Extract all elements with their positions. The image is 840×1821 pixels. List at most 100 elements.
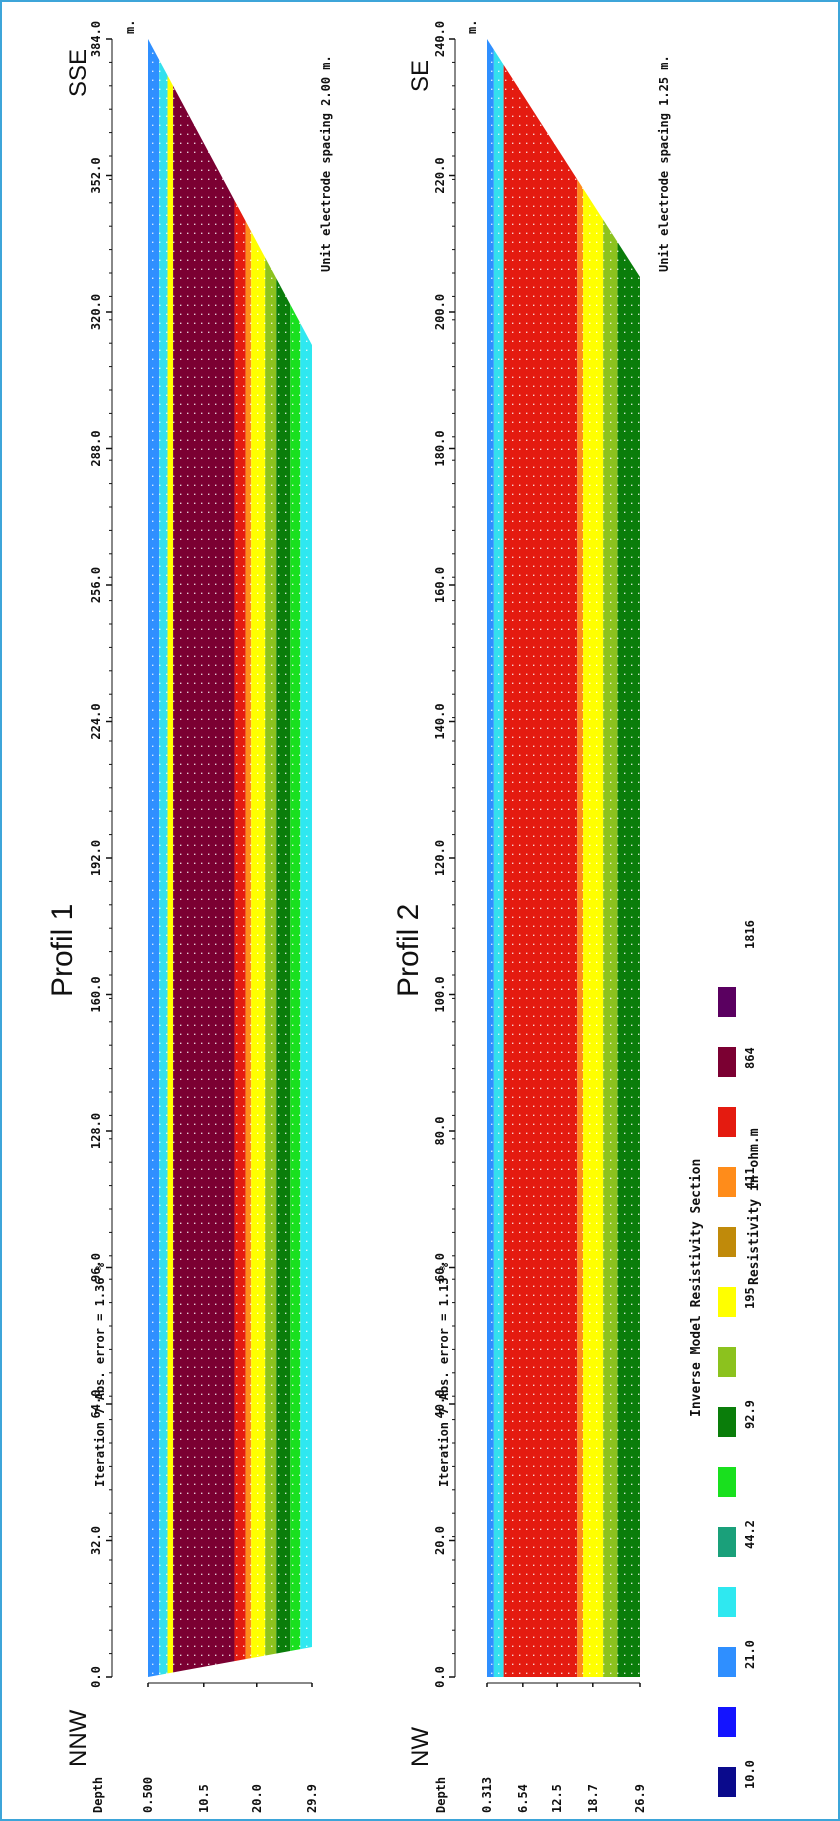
profile-1-x-tick-label: 96.0 [89, 1253, 103, 1282]
profile-2-x-tick-label: 140.0 [433, 703, 447, 739]
profile-2-resistivity-band [487, 39, 494, 1677]
profile-1-x-tick-label: 160.0 [89, 976, 103, 1012]
legend-value-label: 864 [743, 1047, 757, 1069]
profile-1-x-tick-label: 256.0 [89, 567, 103, 603]
profile-2-unit: m. [465, 20, 479, 34]
legend-swatch [718, 1467, 736, 1497]
legend-value-label: 411 [743, 1167, 757, 1189]
profile-1-depth-ticks: 0.500 10.5 20.0 29.9 [141, 1682, 319, 1813]
legend-swatch [718, 1287, 736, 1317]
legend-value-label: 10.0 [743, 1760, 757, 1789]
legend-unit-label: Resistivity in ohm.m [747, 1128, 762, 1285]
legend-swatch [718, 987, 736, 1017]
profile-1-resistivity-band [290, 39, 301, 1677]
profile-1-left-direction: NNW [65, 1709, 92, 1767]
profile-1-depth-label: Depth [91, 1777, 105, 1813]
profile-1-resistivity-band [159, 39, 168, 1677]
profile-1-iteration: Iteration 7 Abs. error = 1.36 % [93, 1262, 107, 1487]
color-legend: Inverse Model Resistivity Section Resist… [689, 920, 762, 1797]
profile-2-section [487, 39, 644, 1677]
profile-2-x-tick-label: 180.0 [433, 430, 447, 466]
legend-swatch [718, 1047, 736, 1077]
legend-value-label: 195 [743, 1287, 757, 1309]
profile-2-resistivity-band [617, 39, 640, 1677]
profile-2-resistivity-band [643, 39, 644, 1677]
profile-2-depth-tick-label: 12.5 [550, 1784, 564, 1813]
profile-2-depth-tick-label: 0.313 [480, 1777, 494, 1813]
profile-1: Profil 1 NNW SSE Iteration 7 Abs. error … [46, 20, 333, 1813]
profile-2-x-tick-label: 200.0 [433, 294, 447, 330]
legend-swatch [718, 1347, 736, 1377]
profile-2-depth-tick-label: 26.9 [633, 1784, 647, 1813]
profile-1-right-direction: SSE [65, 49, 92, 97]
profile-1-section [148, 39, 312, 1677]
profile-2-iteration: Iteration 7 Abs. error = 1.13 % [437, 1262, 451, 1487]
profile-2-x-tick-label: 60.0 [433, 1253, 447, 1282]
profile-1-x-tick-label: 0.0 [89, 1666, 103, 1688]
legend-swatch [718, 1587, 736, 1617]
profile-2-x-tick-label: 80.0 [433, 1117, 447, 1146]
profile-1-x-tick-label: 288.0 [89, 430, 103, 466]
profile-1-depth-tick-label: 0.500 [141, 1777, 155, 1813]
profile-2-depth-tick-label: 6.54 [516, 1784, 530, 1813]
profile-2-right-direction: SE [407, 60, 434, 92]
legend-swatch [718, 1527, 736, 1557]
profile-2-title: Profil 2 [392, 904, 425, 997]
legend-swatch [718, 1647, 736, 1677]
profile-2-resistivity-band [577, 39, 584, 1677]
profile-2-depth-label: Depth [434, 1777, 448, 1813]
profile-1-resistivity-band [148, 39, 160, 1677]
profile-2-resistivity-band [503, 39, 578, 1677]
profile-1-x-tick-label: 32.0 [89, 1526, 103, 1555]
profile-2-x-tick-label: 20.0 [433, 1526, 447, 1555]
legend-value-label: 21.0 [743, 1640, 757, 1669]
profile-1-title: Profil 1 [46, 904, 79, 997]
profile-2-x-tick-label: 160.0 [433, 567, 447, 603]
profile-2-left-direction: NW [407, 1727, 434, 1767]
profile-1-resistivity-band [245, 39, 252, 1677]
legend-swatch [718, 1707, 736, 1737]
profile-2-x-ticks: 0.0 20.0 40.0 60.0 80.0 100.0 120.0 140.0 160.0 1… [433, 21, 456, 1688]
legend-value-label: 92.9 [743, 1400, 757, 1429]
profile-1-x-tick-label: 64.0 [89, 1390, 103, 1419]
profile-1-resistivity-band [173, 39, 235, 1677]
profile-2-x-tick-label: 220.0 [433, 157, 447, 193]
profile-2-x-tick-label: 240.0 [433, 21, 447, 57]
profile-1-resistivity-band [265, 39, 277, 1677]
profile-1-x-tick-label: 352.0 [89, 157, 103, 193]
legend-swatches [718, 987, 736, 1797]
profile-2-x-tick-label: 100.0 [433, 976, 447, 1012]
profile-2-depth-ticks: 0.313 6.54 12.5 18.7 26.9 [480, 1682, 647, 1813]
profile-1-x-tick-label: 128.0 [89, 1113, 103, 1149]
profile-2-x-tick-label: 0.0 [433, 1666, 447, 1688]
profile-1-x-tick-label: 384.0 [89, 21, 103, 57]
legend-swatch [718, 1407, 736, 1437]
profile-1-resistivity-band [167, 39, 174, 1677]
legend-labels: 10.0 21.0 44.2 92.9 195 411 864 1816 [743, 920, 757, 1789]
profile-1-x-tick-label: 192.0 [89, 840, 103, 876]
profile-1-unit: m. [123, 20, 137, 34]
profile-2-spacing: Unit electrode spacing 1.25 m. [657, 55, 671, 272]
legend-swatch [718, 1107, 736, 1137]
legend-swatch [718, 1167, 736, 1197]
profile-1-resistivity-band [276, 39, 291, 1677]
profile-2-x-tick-label: 120.0 [433, 840, 447, 876]
profile-1-resistivity-band [251, 39, 266, 1677]
profile-1-depth-tick-label: 29.9 [305, 1784, 319, 1813]
profile-2: Profil 2 NW SE Iteration 7 Abs. error = … [392, 20, 671, 1813]
legend-swatch [718, 1767, 736, 1797]
profile-1-resistivity-band [234, 39, 246, 1677]
legend-title: Inverse Model Resistivity Section [689, 1159, 704, 1417]
profile-2-x-tick-label: 40.0 [433, 1390, 447, 1419]
profile-1-resistivity-band [300, 39, 312, 1677]
profile-2-depth-tick-label: 18.7 [586, 1784, 600, 1813]
profile-1-depth-tick-label: 10.5 [197, 1784, 211, 1813]
profile-1-spacing: Unit electrode spacing 2.00 m. [319, 55, 333, 272]
profile-1-model-cell-dots [152, 43, 308, 1674]
legend-swatch [718, 1227, 736, 1257]
profile-1-x-ticks: 0.0 32.0 64.0 96.0 128.0 160.0 192.0 224.0 256.0… [89, 21, 113, 1688]
profile-1-x-tick-label: 320.0 [89, 294, 103, 330]
